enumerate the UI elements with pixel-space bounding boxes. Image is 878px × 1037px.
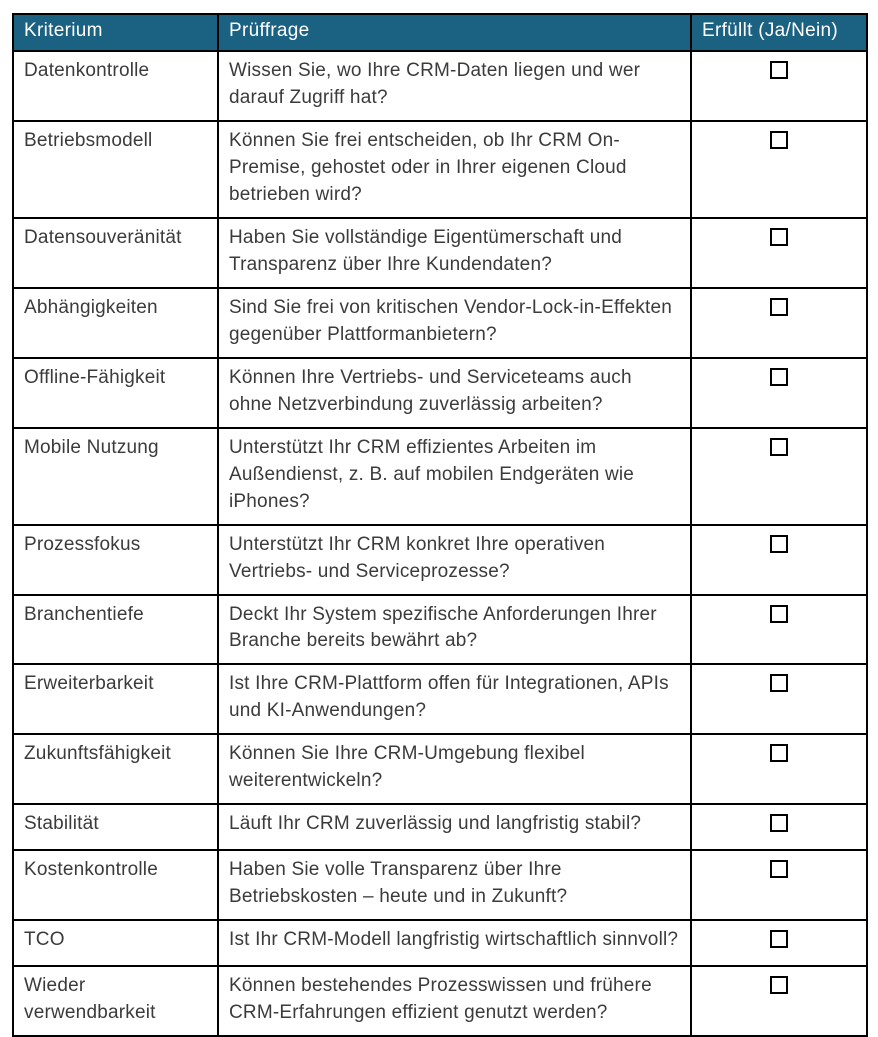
column-header-kriterium: Kriterium bbox=[12, 13, 219, 52]
checkbox-unchecked[interactable] bbox=[770, 930, 788, 949]
criterion-cell: Stabilität bbox=[12, 803, 219, 852]
checkbox-unchecked[interactable] bbox=[770, 227, 788, 246]
criterion-cell: Kostenkontrolle bbox=[12, 849, 219, 922]
table-row: Kostenkontrolle Haben Sie volle Transpar… bbox=[12, 849, 868, 922]
criterion-cell: Erweiterbarkeit bbox=[12, 663, 219, 736]
question-cell: Läuft Ihr CRM zuverlässig und langfristi… bbox=[217, 803, 692, 852]
checkbox-cell bbox=[690, 733, 868, 806]
question-cell: Können Ihre Vertriebs- und Serviceteams … bbox=[217, 356, 692, 429]
question-cell: Ist Ihre CRM-Plattform offen für Integra… bbox=[217, 663, 692, 736]
checkbox-cell bbox=[690, 523, 868, 596]
table-row: Wieder verwendbarkeit Können bestehendes… bbox=[12, 965, 868, 1037]
table-header: Kriterium Prüffrage Erfüllt (Ja/Nein) bbox=[12, 13, 868, 52]
checkbox-unchecked[interactable] bbox=[770, 976, 788, 995]
checkbox-unchecked[interactable] bbox=[770, 674, 788, 693]
question-cell: Können bestehendes Prozesswissen und frü… bbox=[217, 965, 692, 1037]
criterion-cell: Zukunftsfähigkeit bbox=[12, 733, 219, 806]
table-row: Offline-Fähigkeit Können Ihre Vertriebs-… bbox=[12, 356, 868, 429]
criterion-cell: Branchentiefe bbox=[12, 593, 219, 666]
checkbox-cell bbox=[690, 919, 868, 968]
checkbox-cell bbox=[690, 803, 868, 852]
question-cell: Können Sie frei entscheiden, ob Ihr CRM … bbox=[217, 119, 692, 219]
criterion-cell: TCO bbox=[12, 919, 219, 968]
checkbox-unchecked[interactable] bbox=[770, 860, 788, 879]
table-row: Datensouveränität Haben Sie vollständige… bbox=[12, 216, 868, 289]
table-row: Betriebsmodell Können Sie frei entscheid… bbox=[12, 119, 868, 219]
column-header-prueffrage: Prüffrage bbox=[217, 13, 692, 52]
table-row: Prozessfokus Unterstützt Ihr CRM konkret… bbox=[12, 523, 868, 596]
checkbox-unchecked[interactable] bbox=[770, 367, 788, 386]
criterion-cell: Offline-Fähigkeit bbox=[12, 356, 219, 429]
checkbox-cell bbox=[690, 593, 868, 666]
crm-checklist-table: Kriterium Prüffrage Erfüllt (Ja/Nein) Da… bbox=[12, 13, 868, 1037]
table-row: Erweiterbarkeit Ist Ihre CRM-Plattform o… bbox=[12, 663, 868, 736]
checkbox-cell bbox=[690, 286, 868, 359]
criterion-cell: Datenkontrolle bbox=[12, 50, 219, 122]
criterion-cell: Betriebsmodell bbox=[12, 119, 219, 219]
table-row: Branchentiefe Deckt Ihr System spezifisc… bbox=[12, 593, 868, 666]
table-row: Stabilität Läuft Ihr CRM zuverlässig und… bbox=[12, 803, 868, 852]
checkbox-cell bbox=[690, 663, 868, 736]
question-cell: Ist Ihr CRM-Modell langfristig wirtschaf… bbox=[217, 919, 692, 968]
checkbox-unchecked[interactable] bbox=[770, 814, 788, 833]
checkbox-cell bbox=[690, 426, 868, 526]
table-body: Datenkontrolle Wissen Sie, wo Ihre CRM-D… bbox=[12, 50, 868, 1037]
question-cell: Sind Sie frei von kritischen Vendor-Lock… bbox=[217, 286, 692, 359]
checkbox-unchecked[interactable] bbox=[770, 297, 788, 316]
checkbox-cell bbox=[690, 119, 868, 219]
checkbox-unchecked[interactable] bbox=[770, 604, 788, 623]
table-row: Mobile Nutzung Unterstützt Ihr CRM effiz… bbox=[12, 426, 868, 526]
table-row: Datenkontrolle Wissen Sie, wo Ihre CRM-D… bbox=[12, 50, 868, 122]
checkbox-cell bbox=[690, 849, 868, 922]
question-cell: Haben Sie volle Transparenz über Ihre Be… bbox=[217, 849, 692, 922]
table-row: Zukunftsfähigkeit Können Sie Ihre CRM-Um… bbox=[12, 733, 868, 806]
criterion-cell: Prozessfokus bbox=[12, 523, 219, 596]
table-row: TCO Ist Ihr CRM-Modell langfristig wirts… bbox=[12, 919, 868, 968]
document-page: Kriterium Prüffrage Erfüllt (Ja/Nein) Da… bbox=[12, 13, 868, 1037]
question-cell: Können Sie Ihre CRM-Umgebung flexibel we… bbox=[217, 733, 692, 806]
checkbox-cell bbox=[690, 356, 868, 429]
checkbox-unchecked[interactable] bbox=[770, 61, 788, 79]
question-cell: Unterstützt Ihr CRM effizientes Arbeiten… bbox=[217, 426, 692, 526]
checkbox-cell bbox=[690, 50, 868, 122]
header-row: Kriterium Prüffrage Erfüllt (Ja/Nein) bbox=[12, 13, 868, 52]
checkbox-unchecked[interactable] bbox=[770, 534, 788, 553]
criterion-cell: Abhängigkeiten bbox=[12, 286, 219, 359]
checkbox-cell bbox=[690, 216, 868, 289]
table-row: Abhängigkeiten Sind Sie frei von kritisc… bbox=[12, 286, 868, 359]
criterion-cell: Mobile Nutzung bbox=[12, 426, 219, 526]
question-cell: Deckt Ihr System spezifische Anforderung… bbox=[217, 593, 692, 666]
checkbox-unchecked[interactable] bbox=[770, 130, 788, 149]
checkbox-unchecked[interactable] bbox=[770, 744, 788, 763]
column-header-erfuellt: Erfüllt (Ja/Nein) bbox=[690, 13, 868, 52]
question-cell: Unterstützt Ihr CRM konkret Ihre operati… bbox=[217, 523, 692, 596]
criterion-cell: Datensouveränität bbox=[12, 216, 219, 289]
checkbox-cell bbox=[690, 965, 868, 1037]
question-cell: Haben Sie vollständige Eigentümerschaft … bbox=[217, 216, 692, 289]
checkbox-unchecked[interactable] bbox=[770, 437, 788, 456]
criterion-cell: Wieder verwendbarkeit bbox=[12, 965, 219, 1037]
question-cell: Wissen Sie, wo Ihre CRM-Daten liegen und… bbox=[217, 50, 692, 122]
